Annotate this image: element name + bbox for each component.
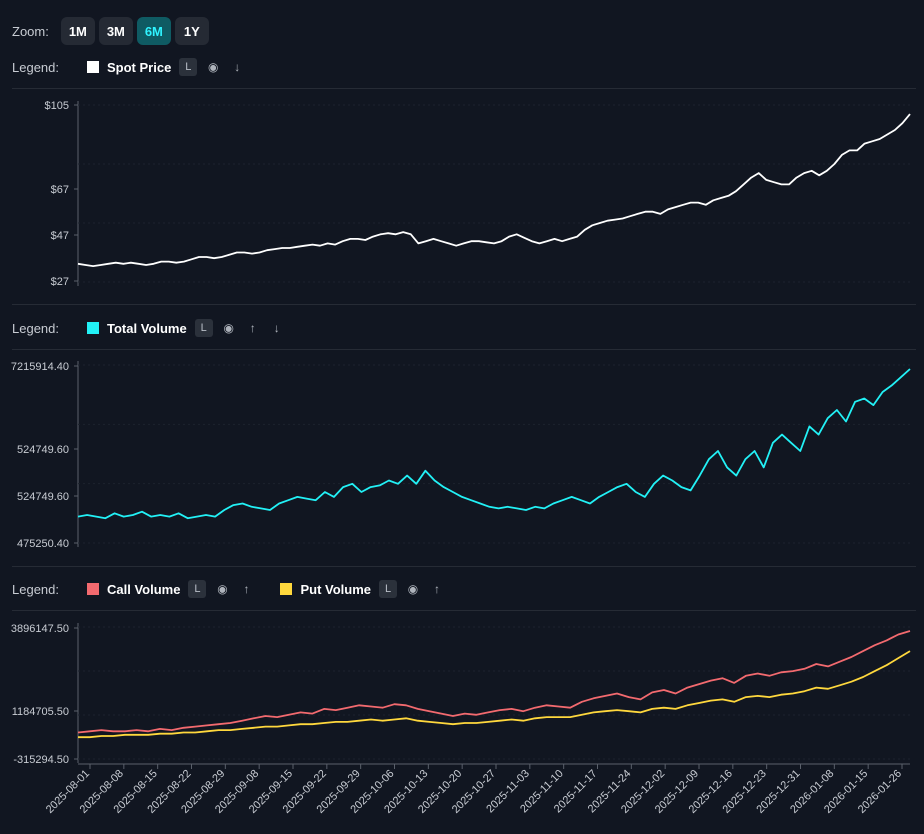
- line-type-tag[interactable]: L: [379, 580, 397, 598]
- zoom-controls: Zoom: 1M 3M 6M 1Y: [12, 16, 209, 46]
- divider: [12, 88, 916, 89]
- eye-icon[interactable]: ◉: [407, 582, 419, 596]
- zoom-6m-button[interactable]: 6M: [136, 17, 171, 45]
- line-type-tag[interactable]: L: [194, 319, 213, 337]
- legend-name-total-volume: Total Volume: [107, 320, 187, 336]
- y-tick-label: 524749.60: [17, 491, 69, 503]
- divider: [12, 566, 916, 567]
- swatch-put-volume: [280, 583, 293, 595]
- legend-label: Legend:: [12, 59, 59, 75]
- zoom-1m-button[interactable]: 1M: [60, 17, 95, 45]
- divider: [12, 610, 916, 611]
- series-line-total-volume: [77, 368, 911, 520]
- legend-spot: Legend: Spot Price L ◉ ↓: [12, 56, 253, 78]
- eye-icon[interactable]: ◉: [223, 321, 234, 335]
- zoom-label: Zoom:: [12, 23, 49, 39]
- series-line-call-volume: [77, 630, 911, 734]
- arrow-down-icon[interactable]: ↓: [273, 321, 280, 335]
- swatch-total-volume: [87, 322, 99, 334]
- series-line-spot-price: [77, 113, 911, 267]
- arrow-up-icon[interactable]: ↑: [243, 582, 250, 596]
- eye-icon[interactable]: ◉: [208, 60, 219, 74]
- y-tick-label: $27: [51, 276, 69, 288]
- legend-name-spot-price: Spot Price: [107, 59, 172, 75]
- y-tick-label: 1184705.50: [12, 706, 69, 718]
- legend-callput: Legend: Call Volume L ◉ ↑ Put Volume L ◉…: [12, 578, 453, 600]
- y-tick-label: 524749.60: [17, 444, 69, 456]
- legend-item-put-volume[interactable]: Put Volume L ◉ ↑: [280, 580, 453, 598]
- y-tick-label: $67: [51, 184, 69, 196]
- series-line-put-volume: [78, 650, 911, 739]
- legend-total: Legend: Total Volume L ◉ ↑ ↓: [12, 317, 293, 339]
- y-tick-label: 3896147.50: [11, 623, 69, 635]
- legend-name-call-volume: Call Volume: [107, 581, 181, 597]
- legend-name-put-volume: Put Volume: [300, 581, 371, 597]
- swatch-call-volume: [87, 583, 99, 595]
- legend-item-call-volume[interactable]: Call Volume L ◉ ↑: [87, 580, 262, 598]
- eye-icon[interactable]: ◉: [217, 582, 228, 596]
- swatch-spot-price: [87, 61, 99, 73]
- arrow-up-icon[interactable]: ↑: [249, 321, 256, 335]
- divider: [12, 349, 916, 350]
- line-type-tag[interactable]: L: [179, 58, 198, 76]
- divider: [12, 304, 916, 305]
- arrow-up-icon[interactable]: ↑: [434, 582, 440, 596]
- y-tick-label: 7215914.40: [11, 361, 69, 373]
- line-type-tag[interactable]: L: [188, 580, 207, 598]
- zoom-1y-button[interactable]: 1Y: [174, 17, 209, 45]
- legend-item-total-volume[interactable]: Total Volume L ◉ ↑ ↓: [87, 319, 293, 337]
- y-tick-label: -315294.50: [13, 754, 69, 766]
- y-tick-label: 475250.40: [17, 538, 69, 550]
- y-tick-label: $47: [51, 230, 69, 242]
- legend-item-spot-price[interactable]: Spot Price L ◉ ↓: [87, 58, 253, 76]
- legend-label: Legend:: [12, 320, 59, 336]
- arrow-down-icon[interactable]: ↓: [234, 60, 241, 74]
- zoom-3m-button[interactable]: 3M: [98, 17, 133, 45]
- legend-label: Legend:: [12, 581, 59, 597]
- y-tick-label: $105: [45, 100, 69, 112]
